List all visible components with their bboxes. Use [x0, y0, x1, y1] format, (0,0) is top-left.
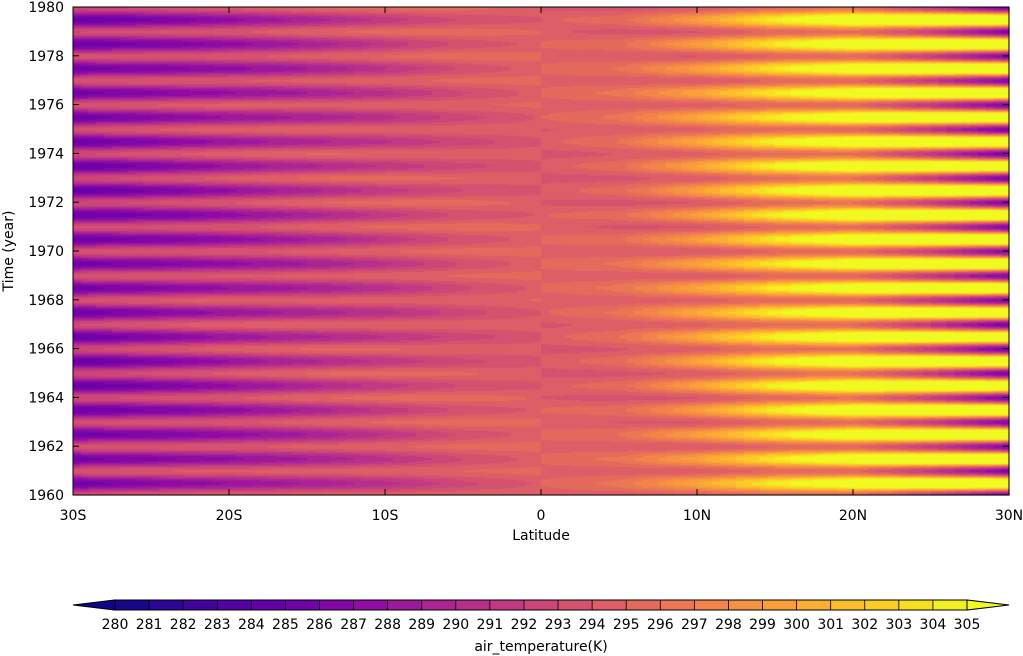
plot-area: 30S 20S 10S 0 10N 20N 30N 19601962196419661968…: [28, 0, 1023, 524]
heatmap-cells: [73, 7, 1010, 496]
